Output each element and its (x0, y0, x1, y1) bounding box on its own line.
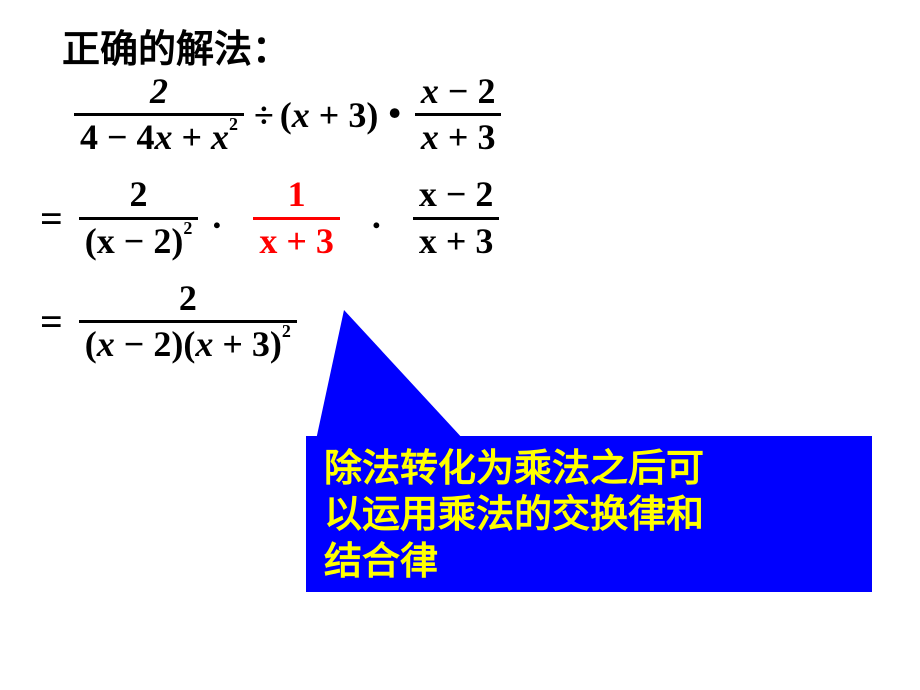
plus: + (446, 221, 467, 261)
denominator: x + 3 (253, 220, 340, 263)
sp (243, 324, 252, 364)
var-x2: x (211, 117, 229, 157)
numerator: x − 2 (415, 70, 502, 113)
numerator: 2 (144, 70, 174, 113)
const-2: 2 (153, 221, 171, 261)
plus: + (173, 117, 212, 157)
minus: − (448, 71, 469, 111)
denominator: x + 3 (415, 116, 502, 159)
page-title: 正确的解法： (62, 18, 290, 73)
const-2: 2 (475, 174, 493, 214)
denominator: x + 3 (413, 220, 500, 263)
callout-tail (316, 310, 464, 440)
expression-line-1: 2 4 − 4x + x2 ÷ (x + 3) • x − 2 x + 3 (70, 70, 505, 159)
numerator: 2 (124, 173, 154, 216)
denominator: 4 − 4x + x2 (74, 116, 244, 159)
space (339, 95, 348, 135)
callout-line-3: 结合律 (324, 539, 858, 585)
const-4: 4 (80, 117, 98, 157)
numerator: 2 (173, 277, 203, 320)
divide-op: ÷ (254, 94, 274, 136)
callout-box: 除法转化为乘法之后可 以运用乘法的交换律和 结合律 (306, 436, 872, 592)
plus: + (286, 221, 307, 261)
fraction-red: 1 x + 3 (253, 173, 340, 262)
const-4b: 4 (137, 117, 155, 157)
paren-open: ( (183, 324, 195, 364)
equals: = (40, 298, 63, 345)
exponent: 2 (282, 321, 291, 341)
paren-close: ) (270, 324, 282, 364)
const-2: 2 (153, 324, 171, 364)
denominator: (x − 2)(x + 3)2 (79, 323, 297, 366)
minus: − (446, 174, 467, 214)
numerator: x − 2 (413, 173, 500, 216)
var-x: x (421, 71, 439, 111)
var-x: x (421, 117, 439, 157)
callout-line-2: 以运用乘法的交换律和 (324, 492, 858, 538)
multiply-dot: . (212, 195, 221, 237)
multiply-dot: . (372, 195, 381, 237)
var-x: x (419, 221, 437, 261)
paren-group: (x + 3) (280, 94, 379, 136)
multiply-dot: • (388, 92, 401, 134)
plus: + (448, 117, 469, 157)
plus (310, 95, 319, 135)
expression-line-2: = 2 (x − 2)2 . 1 x + 3 . x − 2 x + 3 (40, 173, 505, 262)
const-3: 3 (316, 221, 334, 261)
plus: + (222, 324, 243, 364)
const-3: 3 (475, 221, 493, 261)
equals: = (40, 195, 63, 242)
fraction-3: x − 2 x + 3 (413, 173, 500, 262)
var-x: x (292, 95, 310, 135)
paren-close: ) (171, 221, 183, 261)
var-x: x (97, 221, 115, 261)
const-3: 3 (252, 324, 270, 364)
sp (439, 71, 448, 111)
var-x: x (419, 174, 437, 214)
paren-open: ( (280, 95, 292, 135)
var-x: x (97, 324, 115, 364)
var-x: x (195, 324, 213, 364)
sp (213, 324, 222, 364)
sp (439, 117, 448, 157)
paren-open: ( (85, 324, 97, 364)
minus: − (124, 324, 145, 364)
fraction-1: 2 4 − 4x + x2 (74, 70, 244, 159)
numerator: 1 (282, 173, 312, 216)
var-x: x (155, 117, 173, 157)
fraction-1: 2 (x − 2)2 (79, 173, 199, 262)
const-2: 2 (477, 71, 495, 111)
plus-sign: + (319, 95, 340, 135)
minus: − (98, 117, 137, 157)
exponent: 2 (183, 218, 192, 238)
const-3: 3 (348, 95, 366, 135)
paren-open: ( (85, 221, 97, 261)
const-3: 3 (477, 117, 495, 157)
fraction-2: x − 2 x + 3 (415, 70, 502, 159)
callout-line-1: 除法转化为乘法之后可 (324, 446, 858, 492)
denominator: (x − 2)2 (79, 220, 199, 263)
exponent: 2 (229, 114, 238, 134)
sp (144, 324, 153, 364)
paren-close: ) (366, 95, 378, 135)
sp (115, 324, 124, 364)
paren-close: ) (171, 324, 183, 364)
minus: − (124, 221, 145, 261)
var-x: x (259, 221, 277, 261)
fraction-result: 2 (x − 2)(x + 3)2 (79, 277, 297, 366)
